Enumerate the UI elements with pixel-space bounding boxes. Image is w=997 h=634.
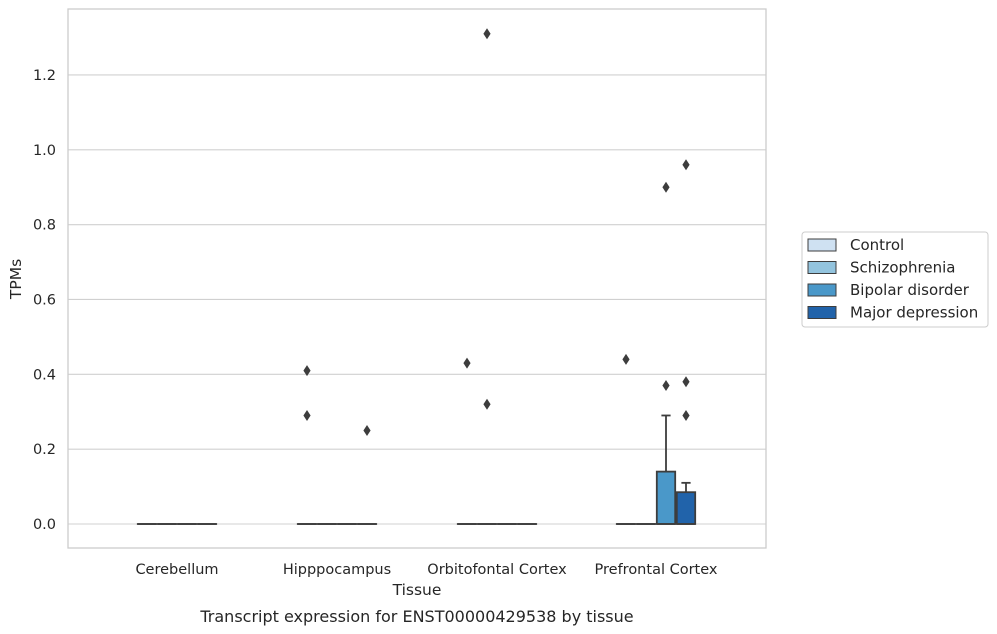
y-tick-label: 0.6 [33,292,56,308]
legend-frame [801,231,989,328]
outlier-point [682,376,690,388]
x-tick-label: Orbitofontal Cortex [427,562,567,578]
y-tick-label: 1.0 [33,143,56,159]
x-tick-label: Prefrontal Cortex [595,562,718,578]
legend-swatch [807,306,837,319]
legend-swatch [807,238,837,252]
outlier-point [682,409,690,421]
y-axis-label: TPMs [7,259,25,300]
outlier-point [483,28,491,40]
legend-items: Control Schizophrenia Bipolar disorder Majo… [807,236,978,322]
legend: Control Schizophrenia Bipolar disorder Majo… [801,231,989,328]
y-tick-labels: 0.0 0.2 0.4 0.6 0.8 1.0 1.2 [33,68,56,533]
plot-area-frame [67,8,767,549]
chart-caption: Transcript expression for ENST0000042953… [199,607,633,626]
box-group [615,353,637,525]
y-tick-label: 0.4 [33,367,56,383]
outlier-point [622,353,630,365]
outlier-point [303,365,311,377]
box-group [675,159,697,525]
outlier-point [463,357,471,369]
legend-label: Schizophrenia [850,259,955,277]
gridlines [68,74,766,525]
box-group [655,181,677,525]
box-group [356,424,378,525]
legend-label: Major depression [850,304,978,322]
y-tick-label: 1.2 [33,68,56,84]
outlier-point [662,380,670,392]
box-marks [136,28,697,525]
box-group [456,357,478,525]
outlier-point [662,181,670,193]
x-tick-label: Cerebellum [135,562,218,578]
legend-label: Control [850,236,904,254]
box [675,491,697,525]
x-axis-label: Tissue [392,581,442,599]
y-tick-label: 0.0 [33,517,56,533]
x-tick-label: Hipppocampus [283,562,391,578]
outlier-point [682,159,690,171]
outlier-point [303,409,311,421]
legend-swatch [807,261,837,274]
x-tick-labels: Cerebellum Hipppocampus Orbitofontal Corte… [135,562,717,578]
box-group [296,365,318,525]
legend-swatch [807,283,837,297]
box [655,470,677,525]
box-group [476,28,498,525]
legend-label: Bipolar disorder [850,281,970,299]
outlier-point [483,398,491,410]
y-tick-label: 0.2 [33,442,56,458]
outlier-point [363,424,371,436]
y-tick-label: 0.8 [33,218,56,234]
